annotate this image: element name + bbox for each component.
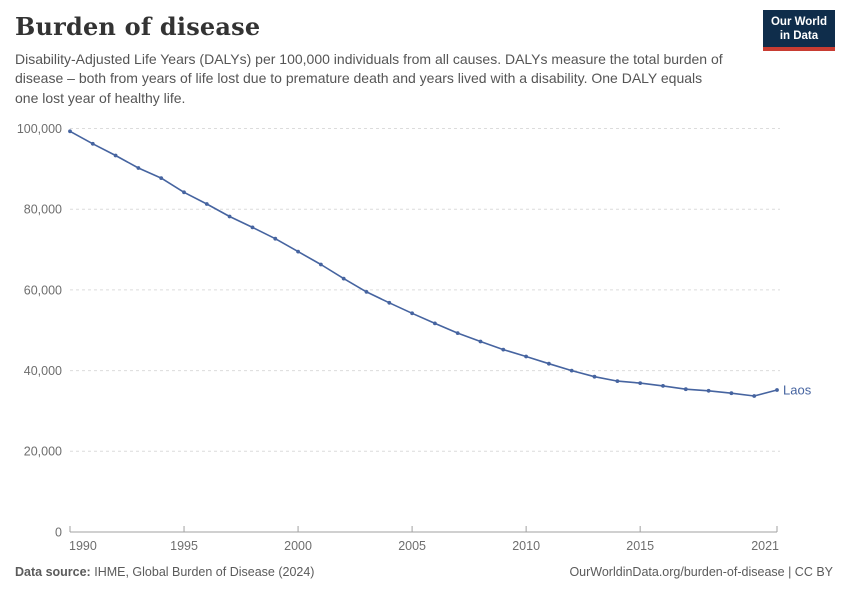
data-source-value: IHME, Global Burden of Disease (2024) [94, 565, 315, 579]
data-point[interactable] [683, 387, 688, 392]
owid-logo-line2: in Data [779, 30, 819, 43]
attribution: OurWorldinData.org/burden-of-disease | C… [569, 565, 833, 579]
x-tick-label: 2005 [398, 539, 426, 553]
data-point[interactable] [159, 176, 164, 181]
data-point[interactable] [136, 166, 141, 170]
y-tick-label: 100,000 [17, 122, 62, 136]
data-point[interactable] [341, 276, 346, 281]
data-point[interactable] [113, 153, 118, 158]
x-tick-label: 2021 [751, 539, 779, 553]
data-point[interactable] [752, 394, 757, 398]
data-point[interactable] [319, 262, 323, 267]
data-point[interactable] [182, 190, 186, 195]
data-point[interactable] [706, 388, 711, 393]
data-point[interactable] [455, 331, 460, 335]
data-source: Data source: IHME, Global Burden of Dise… [15, 565, 314, 579]
data-line[interactable] [69, 130, 778, 397]
data-point[interactable] [501, 347, 506, 352]
chart-header: Burden of disease Our World in Data Disa… [15, 10, 835, 108]
chart-subtitle: Disability-Adjusted Life Years (DALYs) p… [15, 51, 723, 106]
x-tick-label: 2010 [512, 539, 540, 553]
data-point[interactable] [410, 311, 414, 316]
y-tick-label: 0 [55, 525, 62, 539]
x-tick-label: 2015 [626, 539, 654, 553]
data-point[interactable] [547, 361, 551, 366]
y-tick-label: 20,000 [24, 445, 62, 459]
x-tick-label: 1990 [69, 539, 97, 553]
data-source-label: Data source: [15, 565, 91, 579]
data-point[interactable] [661, 384, 665, 388]
data-point[interactable] [638, 381, 643, 385]
data-point[interactable] [524, 354, 528, 359]
data-point[interactable] [227, 214, 232, 219]
y-tick-label: 80,000 [24, 203, 62, 217]
y-tick-label: 60,000 [24, 283, 62, 297]
y-tick-label: 40,000 [24, 364, 62, 378]
data-point[interactable] [364, 290, 369, 294]
data-point[interactable] [729, 391, 734, 396]
chart-footer: Data source: IHME, Global Burden of Dise… [15, 565, 833, 579]
data-point[interactable] [90, 141, 95, 146]
data-point[interactable] [296, 249, 300, 254]
data-point[interactable] [775, 388, 779, 392]
x-tick-label: 2000 [284, 539, 312, 553]
data-point[interactable] [592, 374, 597, 379]
data-point[interactable] [250, 225, 255, 230]
data-point[interactable] [615, 379, 620, 383]
data-point[interactable] [569, 368, 574, 373]
data-point[interactable] [204, 202, 209, 206]
data-point[interactable] [433, 321, 437, 326]
data-point[interactable] [68, 129, 72, 134]
series-end-label[interactable]: Laos [783, 383, 812, 398]
data-point[interactable] [478, 339, 483, 344]
owid-logo[interactable]: Our World in Data [762, 10, 835, 51]
data-point[interactable] [387, 300, 392, 305]
owid-logo-line1: Our World [770, 16, 827, 28]
x-tick-label: 1995 [170, 539, 198, 553]
page-title: Burden of disease [15, 12, 261, 41]
data-point[interactable] [273, 236, 278, 241]
